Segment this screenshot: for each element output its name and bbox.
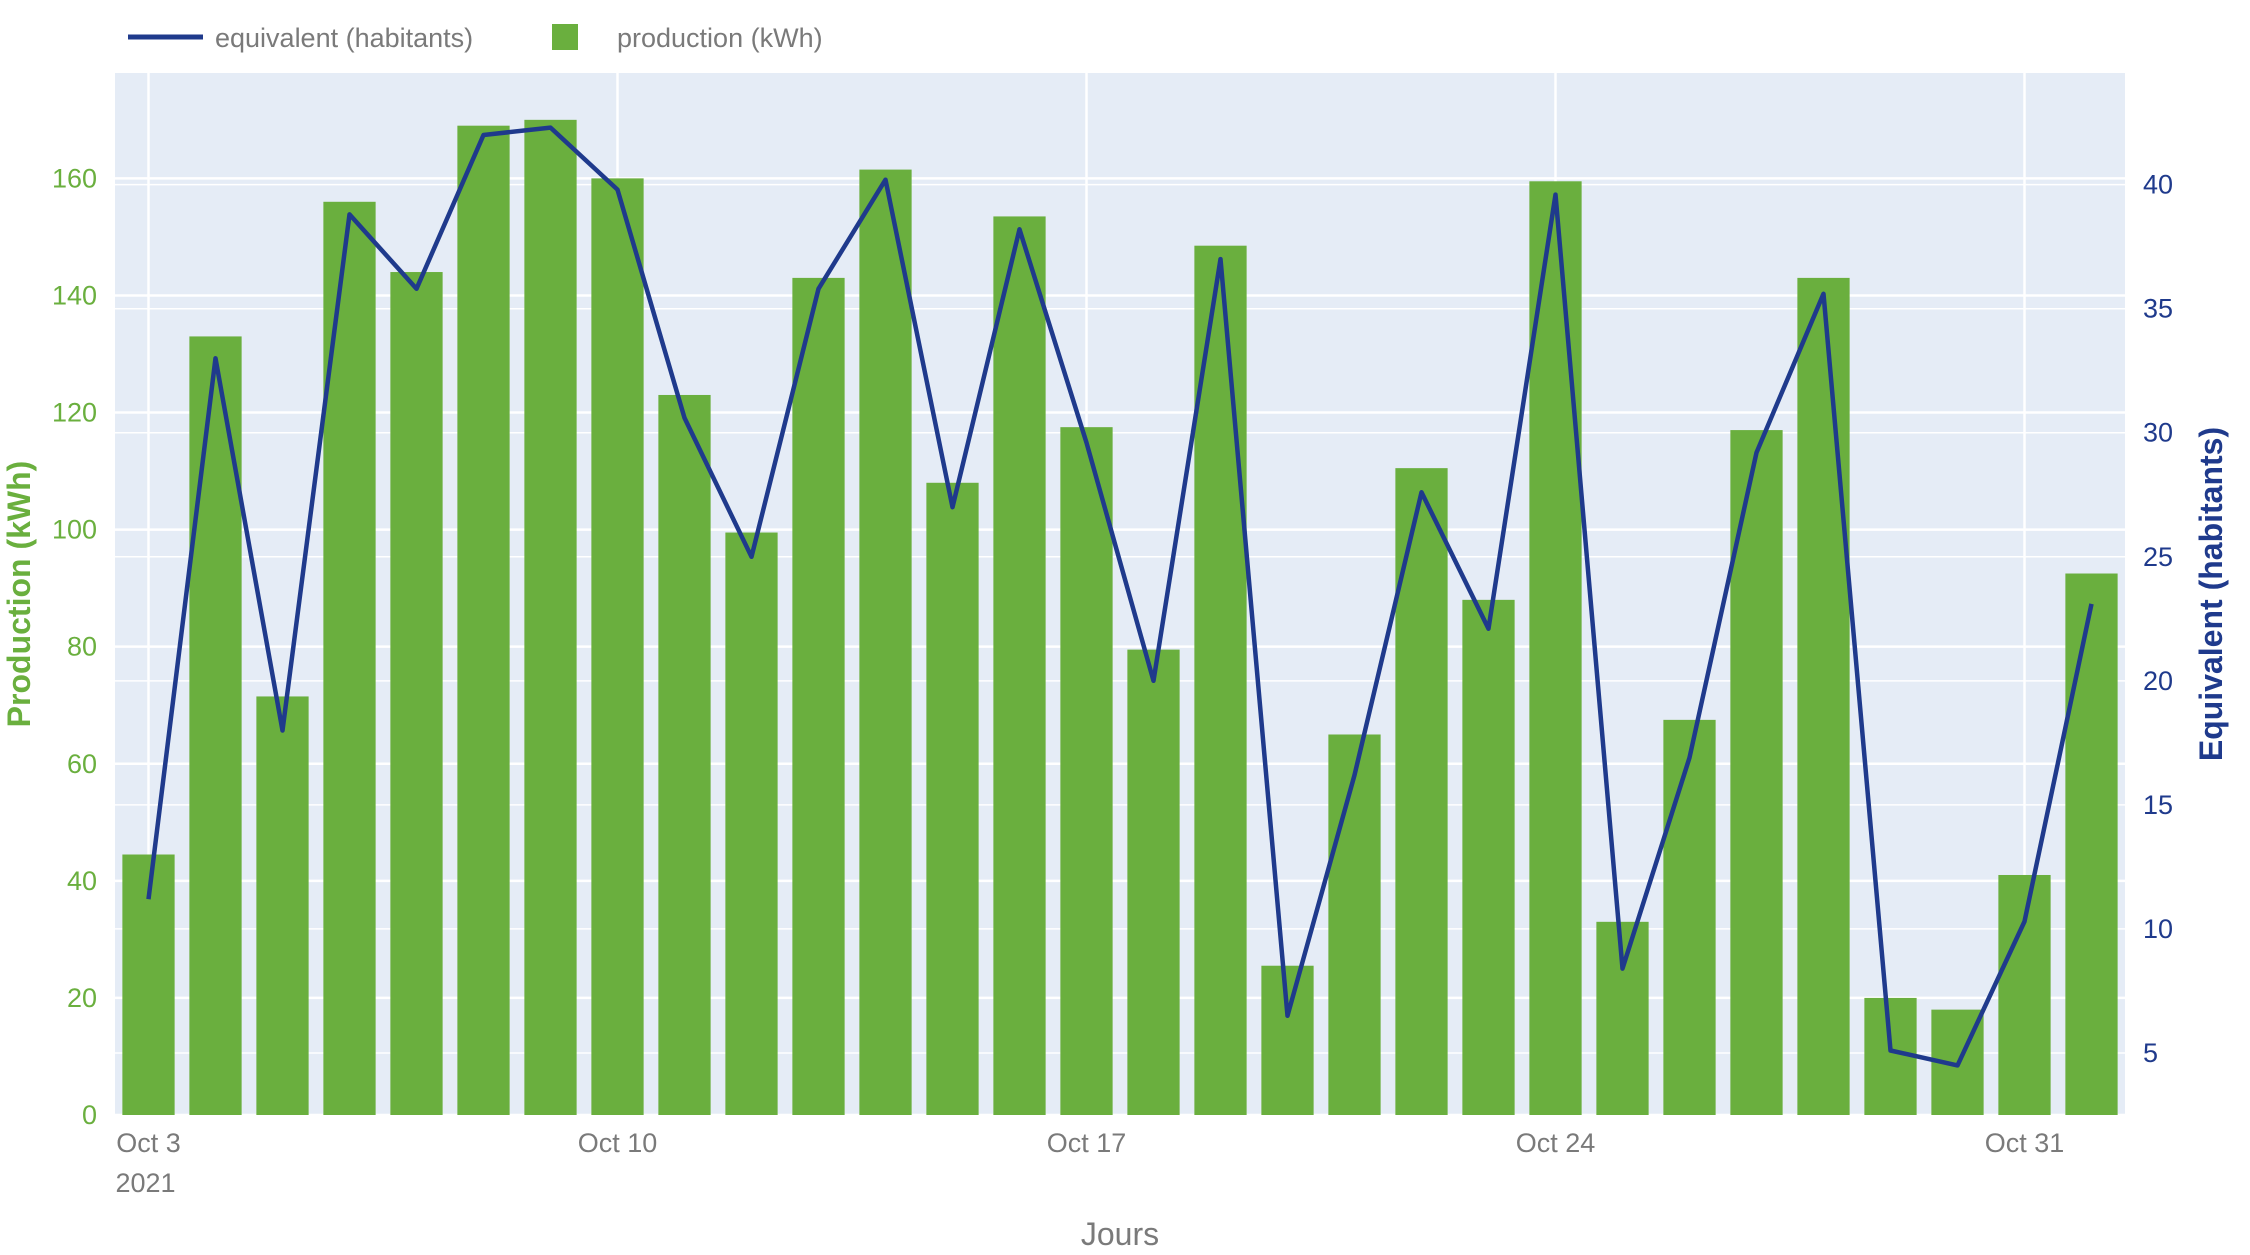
x-tick-label: Oct 17 <box>1047 1128 1127 1158</box>
y-left-tick-label: 100 <box>52 515 97 545</box>
y-left-tick-label: 40 <box>67 866 97 896</box>
y-right-tick-label: 20 <box>2143 666 2173 696</box>
legend-item-production[interactable]: production (kWh) <box>552 23 823 53</box>
x-tick-label: Oct 31 <box>1985 1128 2065 1158</box>
y-right-tick-label: 15 <box>2143 790 2173 820</box>
bar-2021-10-23[interactable] <box>1462 599 1515 1115</box>
bar-2021-10-27[interactable] <box>1730 430 1783 1116</box>
bar-2021-10-11[interactable] <box>658 394 711 1115</box>
bar-2021-10-20[interactable] <box>1261 965 1314 1115</box>
y-axis-right-title: Equivalent (habitants) <box>2193 427 2229 761</box>
y-left-tick-label: 160 <box>52 163 97 193</box>
y-right-tick-label: 5 <box>2143 1038 2158 1068</box>
x-tick-label: Oct 10 <box>578 1128 658 1158</box>
x-tick-label: Oct 24 <box>1516 1128 1596 1158</box>
x-axis-title: Jours <box>1081 1216 1159 1250</box>
plot-background <box>115 73 2125 1115</box>
bar-2021-10-18[interactable] <box>1127 649 1180 1115</box>
line-series-equivalent <box>146 125 2094 1068</box>
x-tick-sublabel: 2021 <box>116 1168 176 1198</box>
y-right-tick-label: 40 <box>2143 170 2173 200</box>
line-path-equivalent[interactable] <box>146 125 2094 1068</box>
axis-ticks: 0 20 40 60 80 100 120 140 160 5 10 15 20 25 30 35 40 Oct … <box>52 163 2173 1198</box>
bar-series-production <box>122 119 2118 1116</box>
bar-2021-10-09[interactable] <box>524 119 577 1115</box>
bar-2021-10-28[interactable] <box>1797 277 1850 1115</box>
bar-2021-10-16[interactable] <box>993 216 1046 1116</box>
legend-label-production: production (kWh) <box>617 23 823 53</box>
bar-2021-10-26[interactable] <box>1663 719 1716 1115</box>
bar-2021-10-21[interactable] <box>1328 734 1381 1115</box>
y-axis-left-title: Production (kWh) <box>1 461 37 728</box>
bar-2021-10-10[interactable] <box>591 178 644 1115</box>
legend-item-equivalent[interactable]: equivalent (habitants) <box>128 23 473 53</box>
y-right-tick-label: 30 <box>2143 418 2173 448</box>
y-right-tick-label: 35 <box>2143 294 2173 324</box>
bar-2021-10-12[interactable] <box>725 532 778 1115</box>
y-right-tick-label: 10 <box>2143 914 2173 944</box>
y-left-tick-label: 60 <box>67 749 97 779</box>
bar-2021-10-24[interactable] <box>1529 181 1582 1116</box>
legend[interactable]: equivalent (habitants) production (kWh) <box>128 23 823 53</box>
bar-2021-10-14[interactable] <box>859 169 912 1115</box>
y-left-tick-label: 20 <box>67 983 97 1013</box>
bar-2021-10-05[interactable] <box>256 696 309 1115</box>
y-right-tick-label: 25 <box>2143 542 2173 572</box>
bar-2021-10-08[interactable] <box>457 125 510 1115</box>
x-tick-label: Oct 3 <box>116 1128 181 1158</box>
bar-2021-10-13[interactable] <box>792 277 845 1115</box>
y-left-tick-label: 120 <box>52 398 97 428</box>
bar-2021-10-17[interactable] <box>1060 427 1113 1115</box>
legend-label-equivalent: equivalent (habitants) <box>215 23 473 53</box>
bar-2021-11-01[interactable] <box>2065 573 2118 1115</box>
y-left-tick-label: 80 <box>67 632 97 662</box>
bar-2021-10-19[interactable] <box>1194 245 1247 1115</box>
legend-bar-swatch <box>552 24 578 50</box>
bar-2021-10-07[interactable] <box>390 272 443 1116</box>
y-left-tick-label: 0 <box>82 1100 97 1130</box>
bar-2021-10-22[interactable] <box>1395 468 1448 1115</box>
y-left-tick-label: 140 <box>52 280 97 310</box>
bar-2021-10-15[interactable] <box>926 482 979 1115</box>
